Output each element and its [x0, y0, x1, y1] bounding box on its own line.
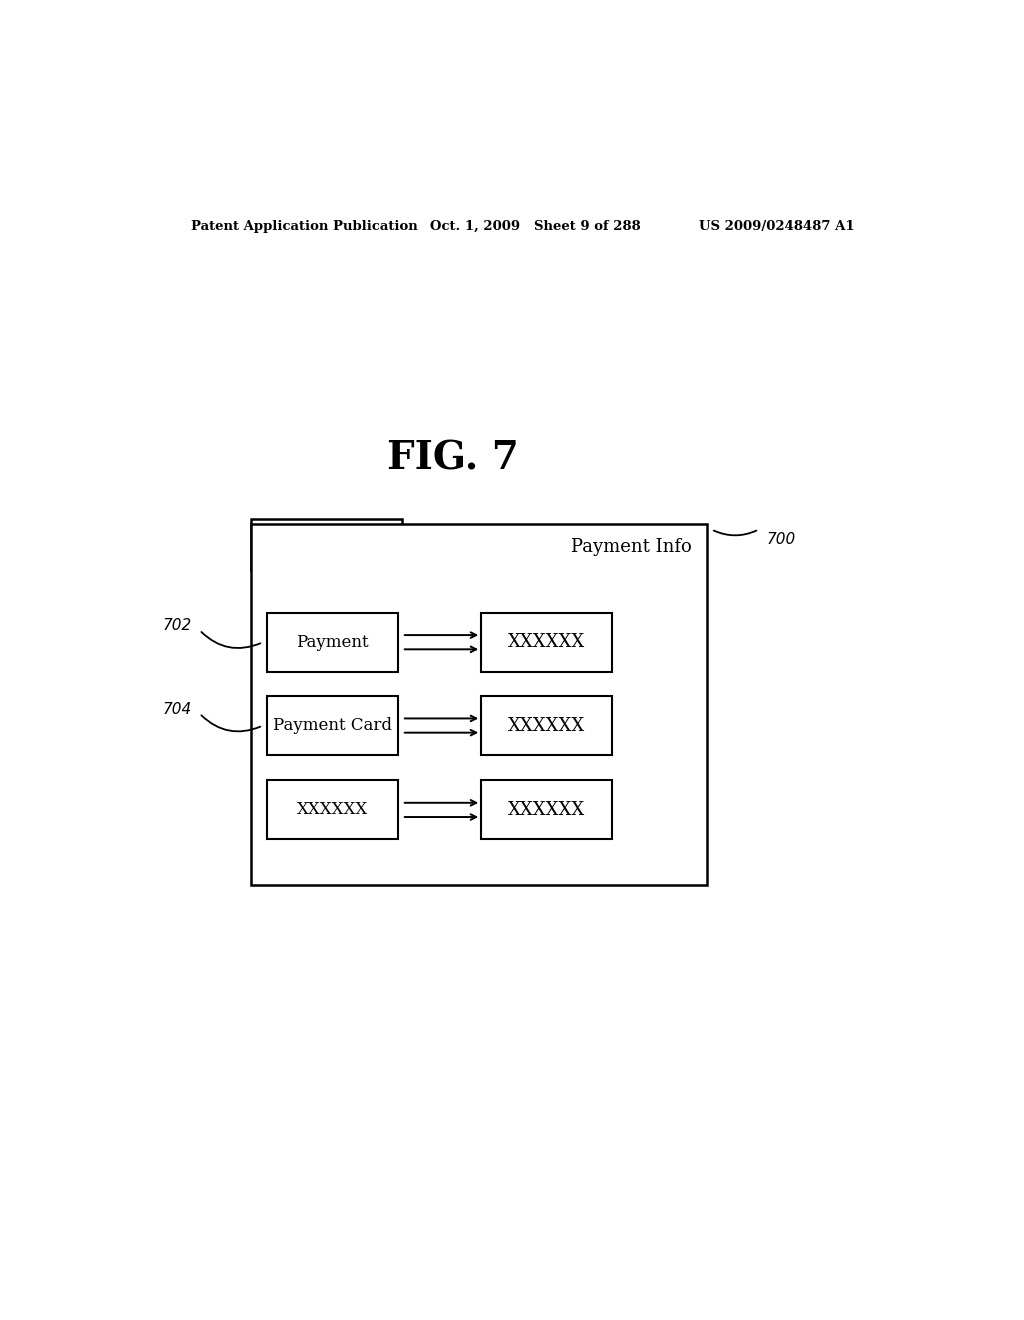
Text: FIG. 7: FIG. 7	[387, 440, 519, 478]
Text: 700: 700	[767, 532, 796, 546]
Bar	[267, 612, 397, 672]
Text: Payment: Payment	[296, 634, 369, 651]
Bar	[481, 780, 612, 840]
Text: Patent Application Publication: Patent Application Publication	[191, 220, 418, 234]
Text: Payment Info: Payment Info	[570, 537, 691, 556]
Text: 704: 704	[162, 702, 191, 717]
Bar	[481, 612, 612, 672]
Bar	[251, 519, 401, 570]
Bar	[481, 696, 612, 755]
Text: Oct. 1, 2009   Sheet 9 of 288: Oct. 1, 2009 Sheet 9 of 288	[430, 220, 640, 234]
Text: XXXXXX: XXXXXX	[508, 717, 586, 734]
Text: XXXXXX: XXXXXX	[508, 801, 586, 818]
Text: US 2009/0248487 A1: US 2009/0248487 A1	[699, 220, 855, 234]
Bar	[267, 696, 397, 755]
Text: XXXXXX: XXXXXX	[297, 801, 368, 818]
Text: 702: 702	[162, 619, 191, 634]
Text: Payment Card: Payment Card	[272, 717, 392, 734]
Bar	[251, 524, 708, 886]
Text: XXXXXX: XXXXXX	[508, 634, 586, 651]
Bar	[267, 780, 397, 840]
